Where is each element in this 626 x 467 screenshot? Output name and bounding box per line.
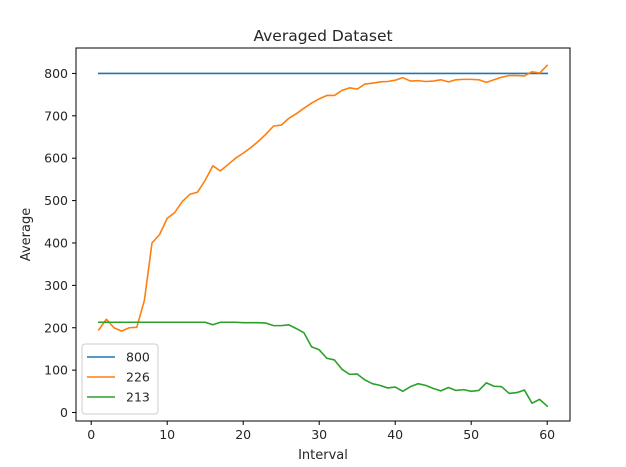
legend-label-800: 800 <box>126 350 150 365</box>
y-tick-label: 200 <box>44 320 68 335</box>
y-tick-label: 300 <box>44 278 68 293</box>
series-layer <box>97 64 549 408</box>
plot-area <box>75 47 571 422</box>
y-tick-label: 700 <box>44 108 68 123</box>
y-tick-label: 600 <box>44 151 68 166</box>
y-tick-label: 0 <box>60 405 68 420</box>
y-axis-ticks: 0 100 200 300 400 500 600 700 800 <box>44 66 76 420</box>
plot-frame <box>75 47 571 422</box>
legend-items: 800 226 213 <box>87 350 150 405</box>
y-axis-label: Average <box>19 208 34 261</box>
chart-title: Averaged Dataset <box>253 27 392 45</box>
y-tick-label: 400 <box>44 235 68 250</box>
series-line-213 <box>98 321 549 408</box>
y-tick-label: 100 <box>44 363 68 378</box>
x-tick-label: 50 <box>463 427 479 442</box>
series-line-226 <box>97 64 549 332</box>
x-tick-label: 60 <box>539 427 555 442</box>
x-tick-label: 20 <box>235 427 251 442</box>
x-tick-label: 10 <box>159 427 175 442</box>
x-tick-label: 30 <box>311 427 327 442</box>
x-tick-label: 40 <box>387 427 403 442</box>
x-tick-label: 0 <box>87 427 95 442</box>
legend-label-226: 226 <box>126 370 150 385</box>
x-axis-ticks: 0 10 20 30 40 50 60 <box>87 421 555 442</box>
legend: 800 226 213 <box>81 343 159 415</box>
x-axis-label: Interval <box>298 448 348 463</box>
legend-label-213: 213 <box>126 390 150 405</box>
y-tick-label: 500 <box>44 193 68 208</box>
y-tick-label: 800 <box>44 66 68 81</box>
